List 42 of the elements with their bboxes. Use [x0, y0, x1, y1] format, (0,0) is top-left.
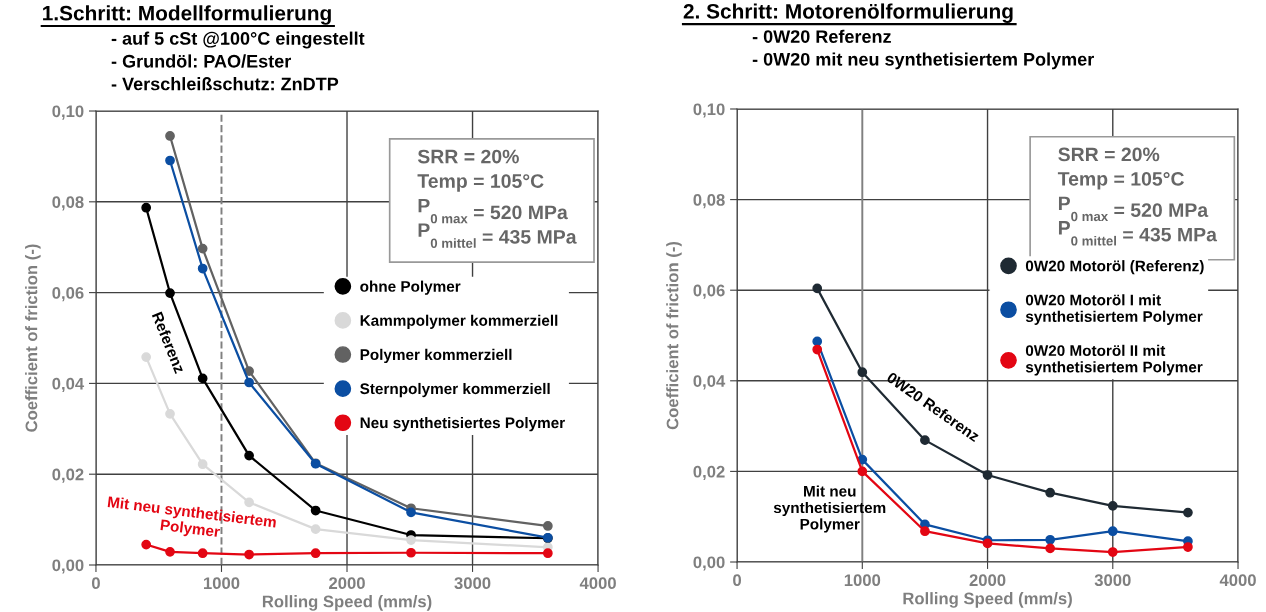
x-tick-label: 2000: [969, 574, 1006, 587]
chart-title: 1.Schritt: Modellformulierung: [43, 5, 331, 25]
legend-label: 0W20 Motoröl (Referenz): [1025, 260, 1204, 275]
y-tick-label: 0,10: [693, 103, 725, 118]
legend-label: 0W20 Motoröl I mit synthetisiertem Polymer: [1025, 294, 1203, 325]
x-tick-label: 1000: [844, 574, 881, 587]
x-tick-label: 3000: [454, 577, 491, 590]
x-tick-label: 4000: [579, 577, 616, 590]
y-tick-label: 0,02: [52, 468, 84, 483]
y-tick-label: 0,04: [52, 377, 85, 393]
x-tick-label: 0: [91, 577, 100, 590]
x-axis-title: Rolling Speed (mm/s): [262, 595, 432, 611]
x-tick-label: 4000: [1219, 574, 1256, 587]
y-axis-title: Coefficient of friction (-): [666, 241, 682, 430]
y-tick-label: 0,02: [693, 465, 725, 481]
legend-label: Polymer kommerziell: [360, 348, 512, 364]
chart-subtitle: - 0W20 Referenz - 0W20 mit neu synthetisiertem Polymer: [752, 29, 1094, 70]
legend-label: 0W20 Motoröl II mit synthetisiertem Polymer: [1025, 344, 1203, 376]
y-tick-label: 0,00: [693, 556, 725, 571]
legend-label: Neu synthetisiertes Polymer: [360, 417, 565, 432]
x-tick-label: 3000: [1094, 574, 1131, 587]
y-tick-label: 0,08: [52, 196, 84, 211]
annotation: Mit neu synthetisiertem Polymer: [107, 495, 277, 541]
y-tick-label: 0,10: [52, 105, 84, 120]
x-tick-label: 2000: [329, 577, 365, 590]
y-tick-label: 0,06: [52, 287, 84, 302]
text: SRR = 20% Temp = 105°C P0 max = 520 MPa P0 mittel = 435 MPa: [1057, 147, 1218, 246]
y-tick-label: 0,00: [52, 559, 84, 574]
chart-title: 2. Schritt: Motorenölformulierung: [683, 3, 1013, 23]
y-tick-label: 0,04: [693, 375, 726, 390]
chart-subtitle: - auf 5 cSt @100°C eingestellt - Grundöl: PAO/Ester - Verschleißschutz: ZnDTP: [111, 31, 365, 91]
x-axis-title: Rolling Speed (mm/s): [903, 592, 1072, 608]
x-tick-label: 0: [733, 574, 742, 587]
legend-label: ohne Polymer: [360, 280, 461, 295]
y-tick-label: 0,08: [693, 194, 725, 209]
x-tick-label: 1000: [204, 577, 240, 590]
legend-label: Kammpolymer kommerziell: [360, 314, 558, 329]
y-tick-label: 0,06: [693, 284, 725, 299]
text: SRR = 20% Temp = 105°C P0 max = 520 MPa P0 mittel = 435 MPa: [417, 149, 577, 248]
y-axis-title: Coefficient of friction (-): [25, 244, 41, 432]
annotation: Mit neu synthetisiertem Polymer: [773, 485, 886, 533]
legend-label: Sternpolymer kommerziell: [360, 382, 550, 398]
